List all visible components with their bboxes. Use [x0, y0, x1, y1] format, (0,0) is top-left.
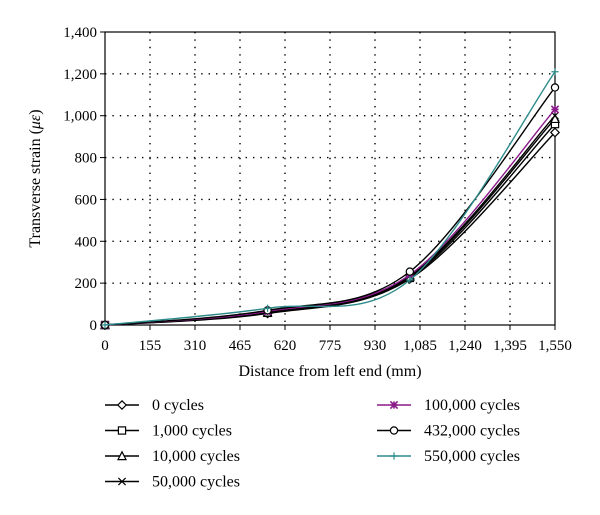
legend-item: 432,000 cycles — [377, 423, 520, 440]
data-point — [550, 83, 560, 92]
data-point — [117, 477, 127, 486]
legend-item: 10,000 cycles — [105, 448, 240, 465]
y-tick-label: 1,000 — [63, 109, 97, 125]
data-point — [389, 426, 399, 435]
x-tick-label: 0 — [101, 338, 109, 354]
legend-label: 100,000 cycles — [424, 397, 520, 414]
y-axis-title-close: ) — [27, 109, 44, 114]
x-tick-label: 1,550 — [538, 338, 572, 354]
series-10-000-cycles — [100, 113, 560, 330]
data-point — [549, 127, 561, 138]
x-axis-ticks: 0 155 310 465 620 775 930 1,085 1,240 1,395 1,550 — [101, 325, 572, 354]
series-line — [104, 118, 556, 326]
legend-label: 1,000 cycles — [152, 423, 232, 440]
data-point — [390, 452, 398, 460]
series-line — [104, 71, 556, 326]
grid — [105, 32, 555, 325]
y-axis-title-text: Transverse strain ( — [27, 129, 44, 248]
y-tick-label: 800 — [75, 151, 98, 167]
x-tick-label: 155 — [139, 338, 162, 354]
series-line — [104, 115, 556, 326]
data-point — [116, 399, 128, 411]
series-550-000-cycles — [101, 68, 559, 329]
plot-area — [104, 31, 556, 326]
data-point — [551, 68, 559, 76]
data-point — [405, 267, 415, 276]
legend-item: 0 cycles — [105, 397, 204, 414]
data-point — [117, 426, 127, 435]
legend-label: 0 cycles — [152, 397, 204, 414]
x-tick-label: 1,395 — [493, 338, 527, 354]
legend: 0 cycles 1,000 cycles 10,000 cycles 50,000 … — [105, 397, 520, 491]
x-tick-label: 310 — [184, 338, 207, 354]
y-axis-title: Transverse strain (με) — [27, 109, 44, 247]
y-tick-label: 600 — [75, 192, 98, 208]
data-point — [406, 276, 414, 284]
legend-label: 50,000 cycles — [152, 474, 240, 491]
legend-item: 50,000 cycles — [105, 474, 240, 491]
data-point — [389, 400, 399, 410]
legend-label: 10,000 cycles — [152, 448, 240, 465]
legend-label: 432,000 cycles — [424, 423, 520, 440]
data-point — [117, 450, 127, 461]
x-tick-label: 620 — [274, 338, 297, 354]
y-tick-label: 400 — [75, 234, 98, 250]
data-point — [101, 321, 109, 329]
y-tick-label: 1,400 — [63, 25, 97, 41]
legend-item: 1,000 cycles — [105, 423, 232, 440]
y-tick-label: 0 — [90, 318, 98, 334]
series-lines — [99, 68, 561, 331]
series-line — [104, 87, 556, 326]
x-tick-label: 465 — [229, 338, 252, 354]
legend-label: 550,000 cycles — [424, 448, 520, 465]
y-tick-label: 200 — [75, 276, 98, 292]
x-tick-label: 930 — [364, 338, 387, 354]
y-axis-ticks: 0 200 400 600 800 1,000 1,200 1,400 — [63, 25, 105, 334]
x-tick-label: 775 — [319, 338, 342, 354]
legend-item: 100,000 cycles — [377, 397, 520, 414]
x-tick-label: 1,085 — [403, 338, 437, 354]
data-point — [550, 105, 560, 114]
data-point — [263, 304, 272, 312]
series-50-000-cycles — [100, 111, 560, 330]
x-tick-label: 1,240 — [448, 338, 482, 354]
x-axis-title: Distance from left end (mm) — [238, 363, 421, 380]
series-line — [104, 131, 556, 326]
legend-item: 550,000 cycles — [377, 448, 520, 465]
y-axis-unit: με — [27, 114, 44, 130]
y-tick-label: 1,200 — [63, 67, 97, 83]
